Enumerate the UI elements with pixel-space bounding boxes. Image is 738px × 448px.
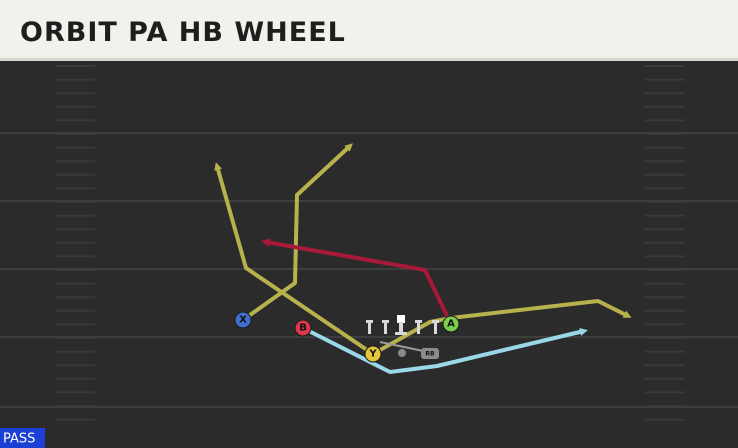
route-b [302, 326, 588, 374]
player-label: Y [368, 349, 377, 360]
play-title: ORBIT PA HB WHEEL [20, 17, 346, 48]
player-rb: RB [421, 348, 439, 359]
route-x [241, 143, 353, 322]
player-label: A [447, 319, 455, 330]
title-bar-edge [0, 58, 738, 61]
qb [398, 349, 406, 357]
player-a: A [442, 315, 460, 333]
player-label: RB [425, 351, 435, 358]
player-label: X [239, 315, 247, 326]
badge-label: PASS [3, 432, 35, 447]
route-y [214, 162, 375, 356]
hash-marks [55, 65, 685, 421]
player-label: B [299, 323, 307, 334]
route-red [261, 238, 453, 325]
rb-path [379, 341, 429, 353]
offensive-line [366, 315, 439, 335]
title-bar [0, 0, 738, 60]
player-y: Y [364, 345, 382, 363]
player-x: X [234, 311, 252, 329]
yard-lines [0, 132, 738, 408]
badge [0, 428, 45, 448]
player-b: B [294, 319, 312, 337]
